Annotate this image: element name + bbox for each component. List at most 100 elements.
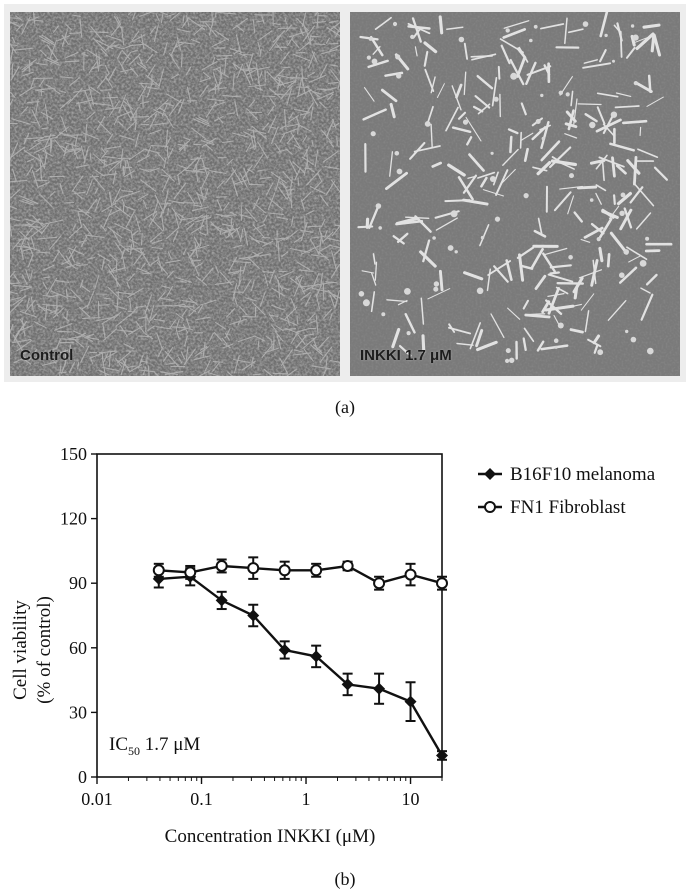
cell-texture	[502, 148, 519, 166]
cell-texture	[175, 312, 184, 320]
cell-texture	[64, 142, 79, 147]
cell-texture	[54, 139, 67, 154]
cell-texture	[268, 212, 284, 216]
cell-texture	[626, 246, 648, 260]
cell-texture	[539, 124, 551, 131]
data-point	[404, 568, 417, 581]
cell-texture	[108, 253, 118, 262]
cell-texture	[259, 71, 263, 79]
cell-texture	[69, 361, 75, 373]
cell-texture	[155, 13, 160, 22]
cell-texture	[596, 92, 619, 98]
cell-texture	[96, 72, 110, 89]
cell-texture	[252, 129, 257, 150]
cell-texture	[509, 135, 513, 154]
cell-texture	[129, 67, 139, 77]
cell-texture	[104, 64, 110, 75]
cell-texture	[334, 290, 340, 309]
cell-texture	[267, 192, 276, 211]
cell-texture	[167, 147, 174, 159]
cell-texture	[580, 238, 591, 243]
cell-texture	[290, 297, 297, 311]
cell-texture	[10, 47, 14, 68]
cell-texture	[10, 282, 22, 285]
cell-texture	[599, 49, 607, 63]
cell-texture	[76, 264, 88, 266]
cell-texture	[322, 150, 339, 163]
rounded-cell	[371, 58, 378, 65]
cell-texture	[317, 172, 323, 183]
cell-texture	[250, 134, 255, 150]
cell-texture	[259, 30, 273, 41]
cell-texture	[427, 288, 451, 300]
cell-texture	[286, 81, 296, 88]
cell-texture	[208, 82, 222, 93]
cell-texture	[50, 347, 58, 352]
cell-texture	[68, 226, 82, 239]
cell-texture	[15, 15, 23, 21]
cell-texture	[326, 93, 334, 101]
cell-texture	[615, 92, 632, 98]
cell-texture	[120, 358, 127, 376]
cell-texture	[650, 35, 656, 53]
y-tick-label: 60	[69, 638, 87, 658]
cell-texture	[148, 129, 161, 135]
cell-texture	[116, 329, 134, 333]
data-point	[215, 559, 228, 572]
cell-texture	[314, 12, 319, 17]
cell-texture	[326, 237, 340, 242]
cell-texture	[308, 89, 319, 107]
cell-texture	[63, 145, 68, 157]
cell-texture	[138, 316, 148, 320]
cell-texture	[310, 344, 324, 356]
cell-texture	[248, 84, 266, 88]
cell-texture	[31, 169, 39, 189]
cell-texture	[652, 33, 661, 57]
data-point	[152, 572, 165, 585]
control-micrograph: Control	[10, 12, 340, 376]
cell-texture	[225, 226, 241, 239]
cell-texture	[90, 86, 100, 94]
cell-texture	[310, 254, 329, 258]
cell-texture	[23, 150, 41, 162]
cell-texture	[259, 48, 262, 57]
cell-texture	[131, 13, 136, 21]
cell-texture	[35, 99, 39, 115]
cell-texture	[119, 325, 128, 337]
cell-texture	[368, 206, 379, 229]
cell-texture	[277, 148, 288, 153]
cell-texture	[101, 147, 107, 155]
cell-texture	[88, 60, 98, 74]
cell-texture	[217, 57, 228, 61]
cell-texture	[65, 262, 81, 268]
cell-texture	[190, 257, 200, 277]
cell-texture	[224, 332, 230, 341]
rounded-cell	[523, 193, 529, 199]
cell-texture	[314, 150, 319, 168]
data-point	[310, 564, 323, 577]
cell-texture	[257, 169, 265, 172]
cell-texture	[451, 126, 472, 134]
cell-texture	[183, 348, 196, 365]
cell-texture	[281, 128, 298, 135]
cell-texture	[19, 230, 30, 241]
cell-texture	[112, 188, 121, 205]
cell-texture	[53, 309, 59, 317]
cell-texture	[518, 253, 525, 282]
cell-texture	[77, 211, 83, 228]
cell-texture	[477, 103, 491, 115]
cell-texture	[10, 217, 21, 222]
cell-texture	[239, 214, 253, 219]
cell-texture	[241, 164, 253, 181]
cell-texture	[463, 42, 469, 60]
cell-texture	[38, 35, 56, 46]
cell-texture	[257, 340, 260, 349]
cell-texture	[290, 132, 302, 150]
cell-texture	[195, 276, 208, 286]
cell-texture	[396, 232, 409, 244]
cell-texture	[606, 253, 611, 268]
cell-texture	[273, 68, 285, 80]
cell-texture	[271, 22, 281, 26]
cell-texture	[198, 370, 211, 376]
rounded-cell	[569, 173, 574, 179]
